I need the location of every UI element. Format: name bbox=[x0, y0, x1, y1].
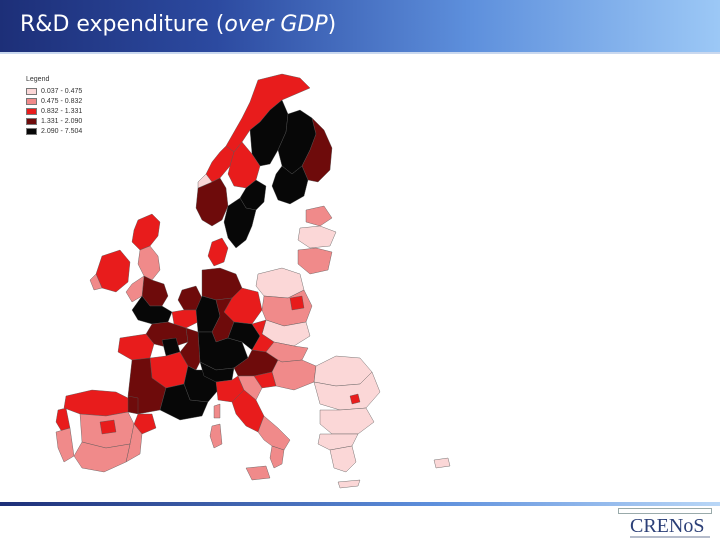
footer-divider bbox=[0, 502, 720, 506]
legend-item: 2.090 - 7.504 bbox=[26, 126, 82, 136]
region-estonia bbox=[305, 205, 333, 227]
region-poland-warsaw bbox=[289, 295, 305, 311]
region-crete bbox=[337, 479, 361, 489]
region-italy-calabria bbox=[269, 445, 285, 469]
title-plain: R&D expenditure ( bbox=[20, 12, 225, 37]
legend-item: 0.832 - 1.331 bbox=[26, 106, 82, 116]
europe-region-map bbox=[55, 73, 451, 489]
logo-wordmark: CRENoS bbox=[630, 515, 705, 537]
legend-label: 0.832 - 1.331 bbox=[41, 107, 83, 115]
region-scotland bbox=[131, 213, 161, 251]
region-bulgaria bbox=[319, 407, 375, 435]
map-legend: Legend 0.037 - 0.475 0.475 - 0.832 0.832… bbox=[26, 76, 82, 136]
legend-item: 0.037 - 0.475 bbox=[26, 86, 82, 96]
region-finland-south bbox=[271, 165, 309, 205]
legend-label: 0.475 - 0.832 bbox=[41, 97, 83, 105]
region-france-south bbox=[159, 383, 209, 421]
region-corsica bbox=[213, 403, 221, 419]
legend-label: 0.037 - 0.475 bbox=[41, 87, 83, 95]
logo-header-strip bbox=[618, 508, 712, 514]
legend-swatch bbox=[26, 117, 37, 125]
region-cyprus bbox=[433, 457, 451, 469]
region-france-brittany bbox=[117, 333, 155, 361]
region-romania-bucharest bbox=[349, 393, 361, 405]
region-sweden-south bbox=[223, 197, 257, 249]
logo-subtitle-strip bbox=[630, 536, 710, 538]
legend-item: 1.331 - 2.090 bbox=[26, 116, 82, 126]
legend-label: 2.090 - 7.504 bbox=[41, 127, 83, 135]
region-italy-south bbox=[257, 415, 291, 451]
region-romania-south bbox=[313, 371, 381, 411]
region-spain-south bbox=[73, 441, 131, 473]
legend-label: 1.331 - 2.090 bbox=[41, 117, 83, 125]
title-close: ) bbox=[327, 12, 337, 37]
region-wales bbox=[125, 275, 145, 303]
region-portugal-south bbox=[55, 427, 75, 463]
region-finland-east bbox=[301, 117, 333, 183]
region-italy-northeast bbox=[237, 375, 263, 401]
region-norway-south bbox=[195, 177, 229, 227]
region-lithuania bbox=[297, 247, 333, 275]
region-latvia bbox=[297, 225, 337, 249]
legend-swatch bbox=[26, 107, 37, 115]
title-bar: R&D expenditure (over GDP) bbox=[0, 0, 720, 52]
region-spain-catalonia bbox=[133, 413, 157, 435]
legend-swatch bbox=[26, 97, 37, 105]
region-sardinia bbox=[209, 423, 223, 449]
region-greece-south bbox=[329, 445, 357, 473]
region-sicily bbox=[245, 465, 271, 481]
region-spain-madrid bbox=[99, 419, 117, 435]
region-denmark bbox=[207, 237, 229, 267]
legend-swatch bbox=[26, 127, 37, 135]
legend-swatch bbox=[26, 87, 37, 95]
region-ireland-west bbox=[89, 273, 103, 291]
crenos-logo: CRENoS bbox=[616, 506, 716, 540]
region-spain-basque bbox=[127, 395, 139, 415]
slide-title: R&D expenditure (over GDP) bbox=[20, 12, 336, 37]
legend-item: 0.475 - 0.832 bbox=[26, 96, 82, 106]
title-italic: over GDP bbox=[224, 12, 328, 37]
region-spain-north bbox=[63, 389, 133, 417]
region-england-north bbox=[137, 245, 161, 281]
legend-title: Legend bbox=[26, 76, 50, 83]
region-hungary bbox=[271, 359, 317, 391]
title-divider bbox=[0, 52, 720, 54]
region-norway-west bbox=[197, 173, 213, 189]
